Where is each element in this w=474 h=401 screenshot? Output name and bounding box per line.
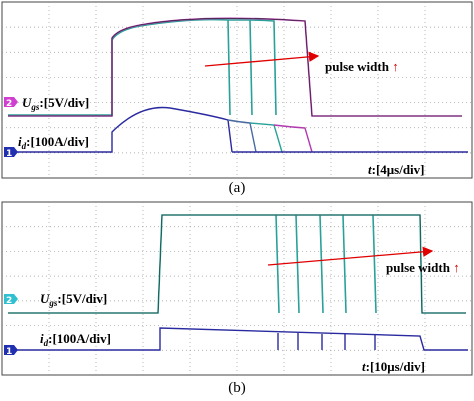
grid: [2, 202, 472, 375]
id-label: id:[100A/div]: [18, 134, 89, 151]
channel-marker: 2: [4, 294, 18, 306]
id-waveform: [8, 327, 468, 351]
scope-frame: [1, 201, 473, 376]
annotation-arrow: [204, 51, 320, 67]
caption: (a): [229, 180, 246, 196]
ugs-waveform: [8, 17, 462, 117]
id-waveform: [8, 106, 468, 153]
panel-b: pulse width ↑ 2 1 Ugs:[5V/div] id:[100A/…: [1, 201, 473, 396]
svg-text:1: 1: [6, 347, 12, 357]
annotation-arrow: [267, 246, 434, 266]
panel-a: pulse width ↑ 2 1 Ugs:[5V/div] id:[100A/…: [1, 1, 473, 196]
ugs-label: Ugs:[5V/div]: [40, 291, 107, 308]
caption: (b): [228, 380, 246, 396]
channel-marker: 1: [4, 147, 18, 159]
annotation: pulse width ↑: [386, 260, 460, 275]
svg-text:1: 1: [6, 149, 12, 159]
time-label: t:[4μs/div]: [368, 162, 425, 177]
time-label: t:[10μs/div]: [362, 359, 425, 374]
svg-text:2: 2: [6, 296, 12, 306]
channel-marker: 1: [4, 345, 18, 357]
annotation: pulse width ↑: [325, 59, 399, 74]
svg-text:2: 2: [6, 99, 12, 109]
ugs-label: Ugs:[5V/div]: [22, 95, 89, 112]
id-label: id:[100A/div]: [40, 331, 111, 348]
grid: [2, 2, 472, 178]
channel-marker: 2: [4, 97, 18, 109]
